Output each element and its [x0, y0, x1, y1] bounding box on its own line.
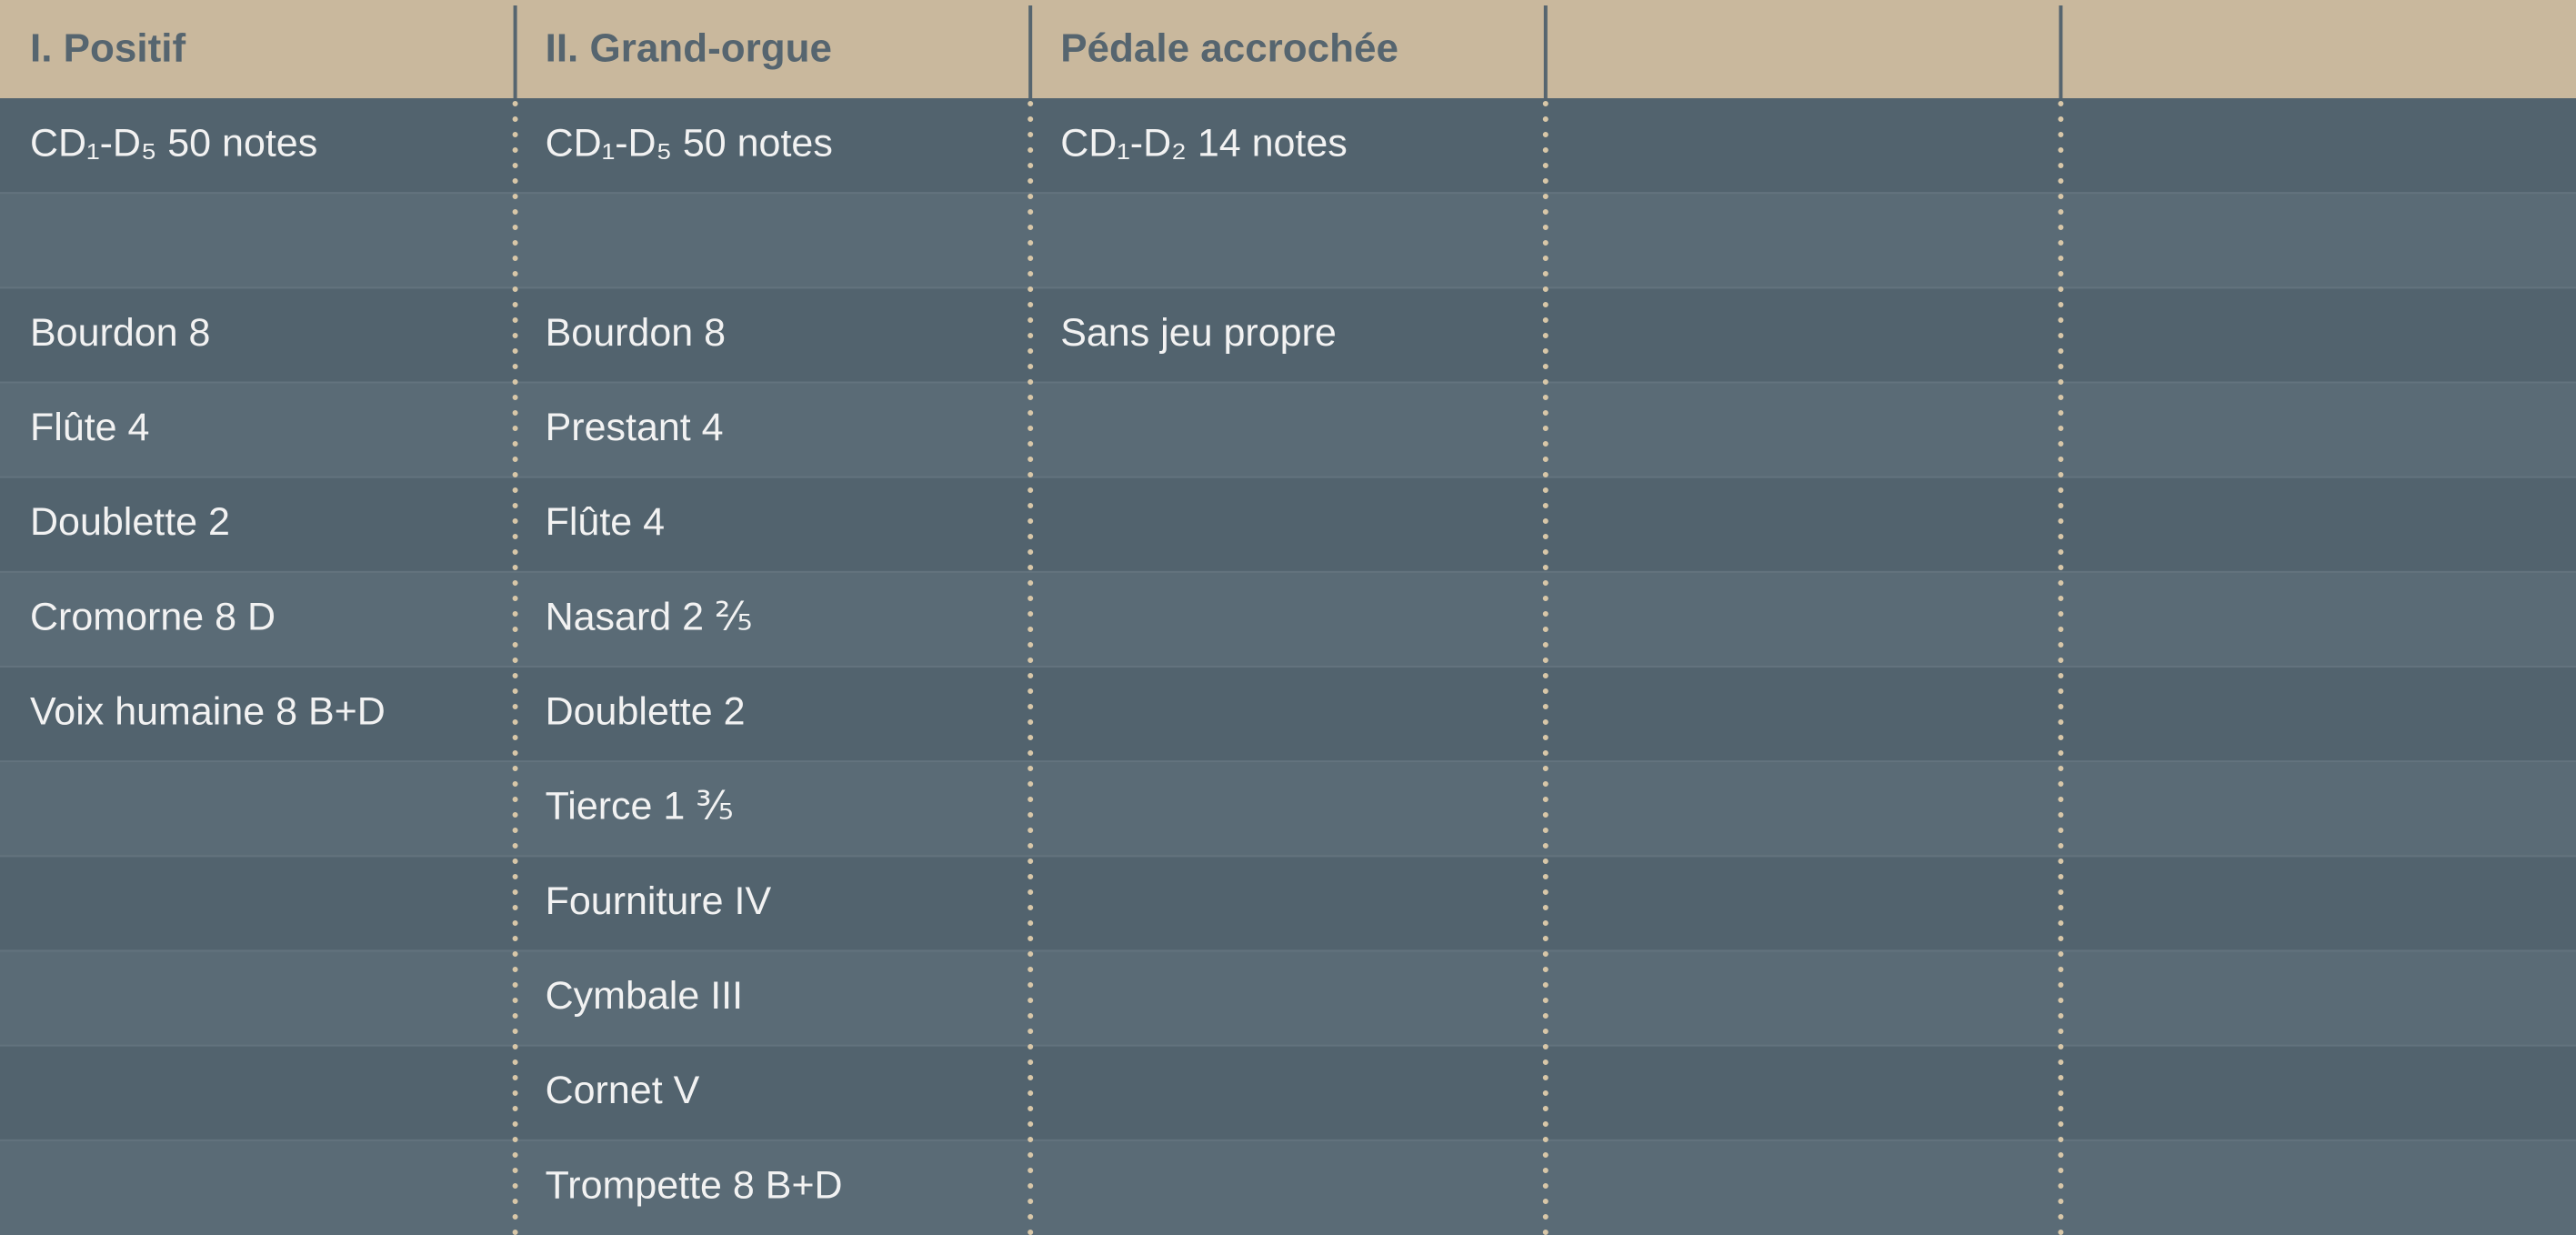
stop: Flûte 4 — [546, 500, 665, 544]
compass: CD₁-D₂ 14 notes — [1060, 121, 1348, 165]
row-band — [0, 382, 2576, 477]
row-band — [0, 571, 2576, 667]
stop: Tierce 1 ⅗ — [546, 785, 734, 828]
stop: Cornet V — [546, 1069, 700, 1112]
stop: Trompette 8 B+D — [546, 1163, 843, 1207]
compass: CD₁-D₅ 50 notes — [30, 121, 317, 165]
column-title: I. Positif — [30, 26, 185, 71]
stop: Flûte 4 — [30, 406, 149, 449]
row-band — [0, 287, 2576, 383]
row-band — [0, 950, 2576, 1046]
row-band — [0, 1140, 2576, 1235]
stop: Cymbale III — [546, 974, 743, 1018]
row-band — [0, 1045, 2576, 1140]
stop: Doublette 2 — [546, 689, 746, 733]
row-band — [0, 193, 2576, 288]
row-band — [0, 856, 2576, 951]
column-title: II. Grand-orgue — [546, 26, 832, 71]
stop: Prestant 4 — [546, 406, 724, 449]
compass: CD₁-D₅ 50 notes — [546, 121, 833, 165]
stop: Bourdon 8 — [546, 311, 726, 355]
stop: Bourdon 8 — [30, 311, 210, 355]
stop: Nasard 2 ⅖ — [546, 595, 753, 638]
row-band — [0, 98, 2576, 194]
row-band — [0, 761, 2576, 857]
row-band — [0, 667, 2576, 762]
stop: Fourniture IV — [546, 879, 772, 923]
column-title: Pédale accrochée — [1060, 26, 1398, 71]
stop: Cromorne 8 D — [30, 595, 276, 638]
stop: Voix humaine 8 B+D — [30, 689, 386, 733]
header-band — [0, 0, 2576, 98]
stop: Sans jeu propre — [1060, 311, 1337, 355]
row-band — [0, 477, 2576, 572]
stop: Doublette 2 — [30, 500, 230, 544]
